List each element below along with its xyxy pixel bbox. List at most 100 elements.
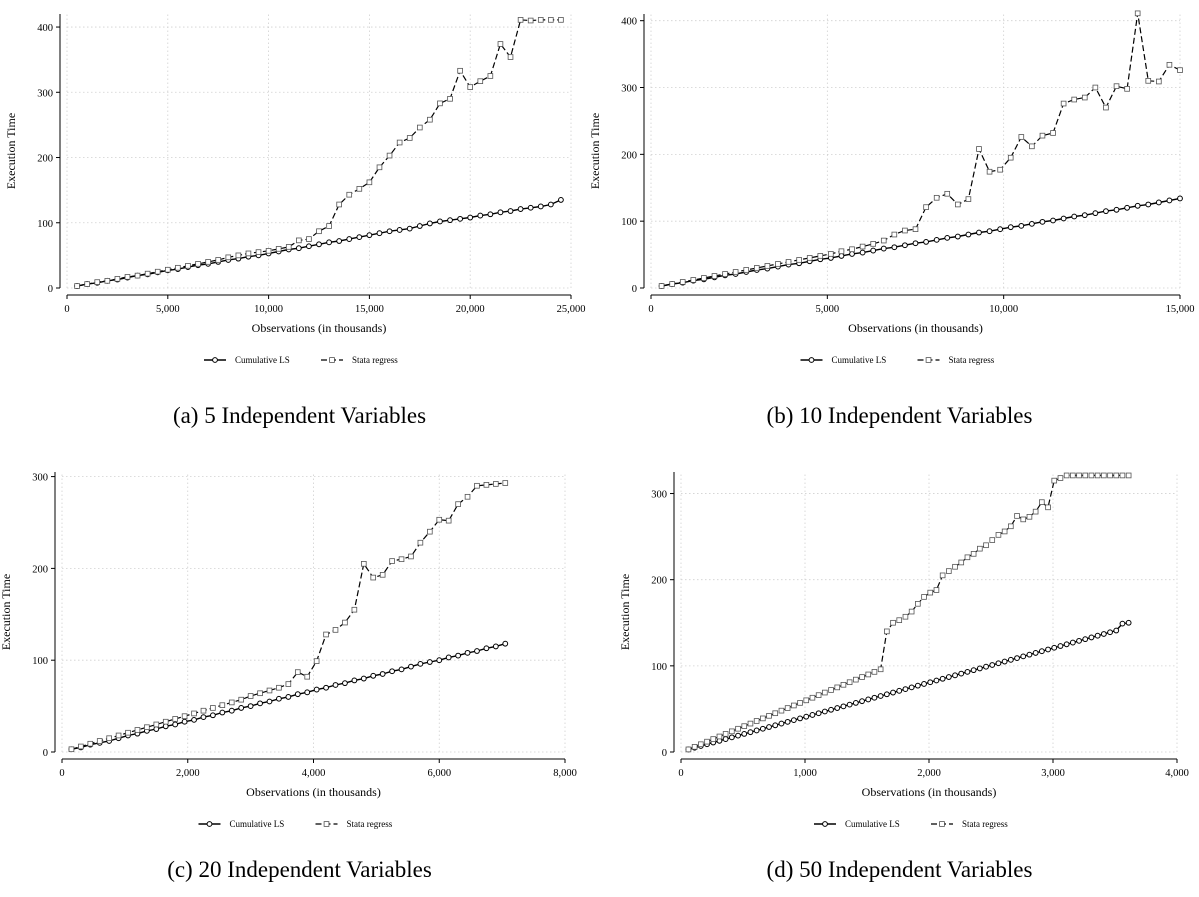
stata-regress-point [743, 267, 750, 273]
cumulative-ls-point [772, 722, 779, 729]
stata-regress-point [1060, 100, 1067, 107]
stata-regress-point [803, 697, 810, 704]
cumulative-ls-point [871, 694, 878, 701]
stata-regress-point [896, 617, 903, 623]
stata-regress-point [144, 270, 151, 277]
legend-stata-regress-label: Stata regress [949, 355, 995, 365]
stata-regress-point [507, 54, 514, 60]
cumulative-ls-point [200, 714, 207, 721]
stata-regress-point [323, 631, 329, 638]
stata-regress-point [1063, 472, 1070, 479]
stata-regress-point [366, 179, 373, 186]
stata-regress-point [342, 619, 348, 626]
stata-regress-point [78, 743, 84, 750]
stata-regress-point [870, 241, 876, 247]
stata-regress-point [181, 713, 188, 719]
cumulative-ls-point [406, 225, 413, 232]
stata-regress-point [370, 574, 377, 581]
cumulative-ls-point [784, 718, 791, 725]
cumulative-ls-point [467, 214, 474, 221]
cumulative-ls-point [1177, 195, 1183, 202]
cumulative-ls-point [276, 695, 282, 702]
stata-regress-point [360, 561, 367, 567]
cumulative-ls-point [558, 197, 564, 203]
x-tick-label: 8,000 [553, 768, 577, 779]
y-tick-label: 300 [651, 490, 667, 501]
cumulative-ls-point [728, 734, 735, 741]
stata-regress-point [351, 606, 358, 613]
y-axis-title: Execution Time [618, 574, 632, 650]
cumulative-ls-point [497, 209, 504, 216]
stata-regress-point [406, 135, 413, 141]
chart-a: 0 5,000 10,000 15,000 20,000 25,000 0 100 200 300… [4, 14, 585, 365]
cumulative-ls-point [1113, 206, 1120, 213]
y-tick-label: 100 [37, 219, 53, 230]
cumulative-ls-point [821, 708, 828, 715]
stata-regress-point [1076, 472, 1082, 479]
y-axis-title: Execution Time [588, 113, 602, 189]
cumulative-ls-point [398, 666, 405, 673]
stata-regress-point [96, 738, 103, 744]
stata-regress-point [658, 283, 665, 289]
cumulative-ls-point [1071, 213, 1078, 220]
cumulative-ls-point [859, 698, 865, 705]
cumulative-ls-point [285, 694, 292, 700]
cumulative-ls-point [995, 660, 1002, 667]
cumulative-ls-point [997, 226, 1004, 233]
stata-regress-point [285, 244, 292, 250]
cumulative-ls-point [912, 240, 919, 247]
caption-d: (d) 50 Independent Variables [766, 857, 1033, 882]
stata-regress-point [266, 687, 273, 694]
stata-regress-point [698, 741, 704, 748]
cumulative-ls-point [436, 657, 443, 664]
chart-panel-b: 0 5,000 10,000 15,000 0 100 200 300 400 Observati… [588, 0, 1199, 448]
stata-regress-point [809, 694, 816, 701]
stata-regress-point [989, 537, 996, 543]
stata-regress-point [710, 736, 717, 742]
stata-regress-point [1166, 61, 1173, 68]
cumulative-ls-point [933, 677, 940, 684]
legend-stata-regress-marker [323, 821, 330, 827]
cumulative-ls-point [902, 686, 909, 693]
stata-regress-point [445, 517, 452, 524]
cumulative-ls-point [1134, 202, 1141, 209]
stata-regress-point [257, 690, 263, 697]
stata-regress-point [389, 558, 395, 564]
stata-regress-point [417, 539, 424, 546]
cumulative-ls-point [247, 703, 254, 709]
stata-regress-point [977, 545, 983, 552]
stata-regress-point [1124, 86, 1130, 92]
cumulative-ls-point [294, 691, 301, 698]
cumulative-ls-point [976, 665, 983, 672]
stata-regress-point [764, 263, 771, 269]
stata-regress-point [427, 116, 433, 123]
cumulative-ls-point [1028, 220, 1035, 227]
stata-regress-point [859, 243, 866, 250]
stata-regress-point [548, 17, 554, 23]
cumulative-ls-point [445, 654, 452, 661]
stata-regress-point [753, 718, 760, 724]
stata-regress-point [690, 277, 697, 283]
stata-regress-point [933, 194, 940, 201]
cumulative-ls-point [965, 231, 972, 238]
stata-regress-point [487, 73, 494, 79]
stata-regress-point [944, 190, 951, 197]
stata-regress-point [685, 746, 692, 753]
stata-regress-point [964, 554, 971, 561]
stata-regress-point [853, 676, 859, 683]
stata-regress-point [346, 191, 353, 198]
y-tick-label: 0 [662, 748, 667, 759]
stata-regress-point [477, 78, 484, 84]
x-tick-label: 2,000 [917, 768, 941, 779]
stata-regress-point [923, 204, 929, 210]
stata-regress-point [134, 272, 141, 279]
y-tick-label: 200 [32, 564, 48, 575]
cumulative-ls-point [870, 247, 877, 254]
stata-regress-point [1101, 472, 1107, 479]
stata-regress-point [997, 166, 1003, 173]
cumulative-ls-point [487, 211, 494, 218]
stata-regress-point [87, 740, 94, 747]
x-axis-title: Observations (in thousands) [252, 321, 387, 335]
stata-regress-point [94, 279, 101, 285]
cumulative-ls-point [722, 736, 729, 742]
